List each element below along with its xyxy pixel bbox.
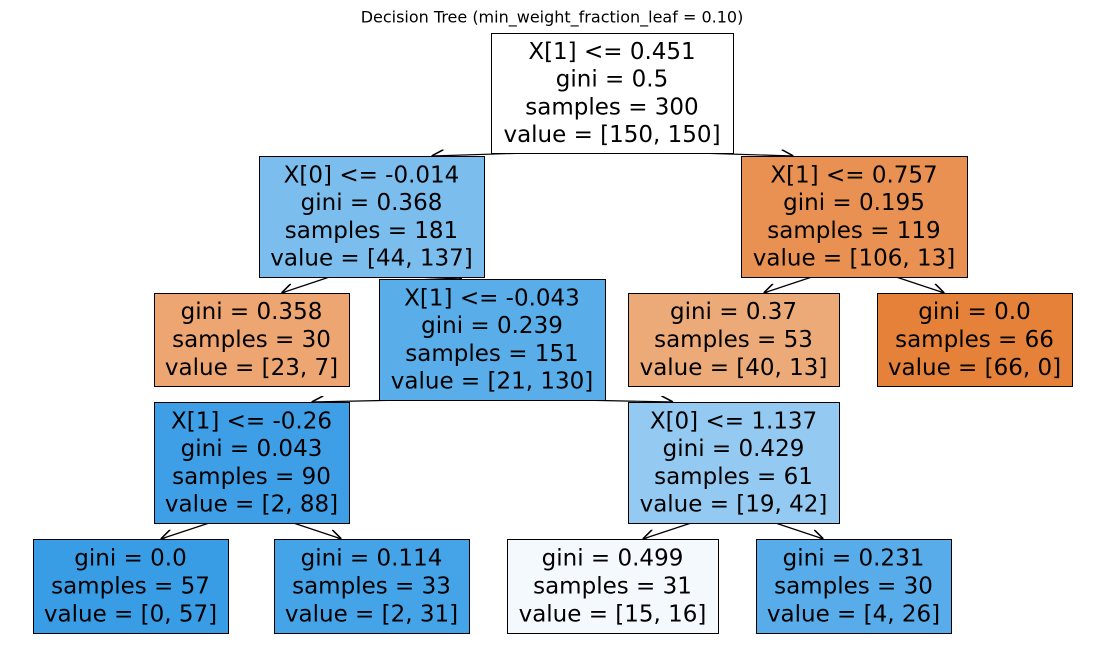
node-box	[491, 33, 734, 154]
node-line: value = [66, 0]	[888, 355, 1061, 381]
node-line: samples = 31	[533, 574, 692, 600]
node-line: samples = 151	[405, 341, 578, 367]
node-line: value = [150, 150]	[503, 122, 720, 148]
node-line: samples = 90	[172, 464, 331, 490]
node-line: gini = 0.429	[663, 436, 805, 462]
node-box	[628, 293, 840, 387]
node-line: gini = 0.358	[181, 299, 323, 325]
node-line: gini = 0.368	[301, 190, 443, 216]
node-line: value = [23, 7]	[165, 355, 338, 381]
node-line: X[0] <= 1.137	[650, 408, 817, 434]
node-line: X[1] <= -0.043	[404, 285, 580, 311]
node-line: value = [0, 57]	[44, 601, 217, 627]
node-line: samples = 181	[285, 218, 458, 244]
edge	[775, 522, 824, 539]
node-box	[379, 279, 606, 401]
node-line: value = [4, 26]	[767, 601, 940, 627]
node-box	[756, 539, 952, 634]
node-line: samples = 53	[654, 327, 813, 353]
node-line: gini = 0.114	[301, 546, 443, 572]
node-line: samples = 57	[51, 574, 210, 600]
node-line: value = [15, 16]	[519, 601, 707, 627]
node-line: gini = 0.231	[783, 546, 925, 572]
edge	[764, 276, 813, 293]
node-line: samples = 61	[654, 464, 813, 490]
node-box	[154, 402, 350, 524]
node-box	[507, 539, 719, 634]
node-line: samples = 66	[895, 327, 1054, 353]
node-line: X[1] <= -0.26	[171, 408, 332, 434]
node-line: value = [19, 42]	[640, 492, 828, 518]
node-box	[628, 402, 840, 524]
node-line: gini = 0.043	[181, 436, 323, 462]
node-line: value = [2, 88]	[165, 492, 338, 518]
node-line: value = [106, 13]	[753, 246, 955, 272]
node-line: samples = 300	[525, 94, 698, 120]
edge	[282, 276, 330, 293]
node-line: value = [2, 31]	[285, 601, 458, 627]
node-box	[33, 539, 229, 634]
title: Decision Tree (min_weight_fraction_leaf …	[361, 8, 744, 28]
node-line: samples = 33	[292, 574, 451, 600]
node-line: gini = 0.499	[542, 546, 684, 572]
node-line: gini = 0.195	[783, 190, 925, 216]
node-line: X[1] <= 0.451	[528, 39, 695, 65]
node-line: X[1] <= 0.757	[770, 162, 937, 188]
node-box	[877, 293, 1073, 387]
node-line: samples = 30	[774, 574, 933, 600]
edge	[293, 522, 342, 539]
node-line: value = [40, 13]	[640, 355, 828, 381]
node-box	[154, 293, 350, 387]
node-line: value = [44, 137]	[270, 246, 472, 272]
node-line: gini = 0.0	[918, 299, 1030, 325]
node-line: gini = 0.0	[74, 546, 186, 572]
node-box	[274, 539, 470, 634]
node-line: value = [21, 130]	[391, 369, 593, 395]
node-line: samples = 30	[172, 327, 331, 353]
edge	[643, 522, 692, 539]
node-line: samples = 119	[767, 218, 940, 244]
edge	[161, 522, 210, 539]
node-box	[741, 156, 968, 278]
node-line: X[0] <= -0.014	[284, 162, 460, 188]
node-box	[259, 156, 485, 278]
node-line: gini = 0.37	[670, 299, 797, 325]
node-line: gini = 0.239	[421, 313, 563, 339]
edge	[895, 276, 944, 293]
node-line: gini = 0.5	[556, 67, 668, 93]
